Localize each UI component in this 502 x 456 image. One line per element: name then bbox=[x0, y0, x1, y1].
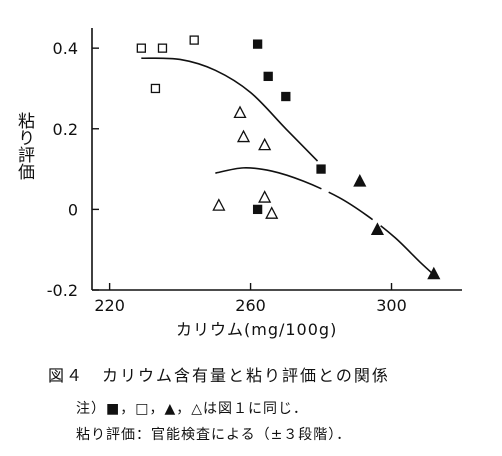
y-tick-label: -0.2 bbox=[47, 281, 78, 300]
note-line-2: 粘り評価：官能検査による（±３段階）． bbox=[76, 427, 352, 443]
open-triangle-point bbox=[236, 129, 251, 143]
open-triangle-point bbox=[258, 137, 272, 151]
open-triangle-point bbox=[233, 105, 247, 119]
filled-square-point bbox=[252, 39, 263, 49]
y-tick-label: 0 bbox=[68, 200, 78, 219]
filled-square-point bbox=[252, 204, 263, 215]
x-tick-label: 220 bbox=[94, 296, 125, 315]
filled-triangle-point bbox=[353, 174, 367, 187]
open-triangle-point bbox=[258, 190, 272, 203]
figure-caption: 図４ カリウム含有量と粘り評価との関係 bbox=[48, 366, 390, 385]
trend-curve-1 bbox=[141, 57, 319, 162]
filled-square-point bbox=[316, 164, 326, 174]
filled-triangle-point bbox=[427, 266, 441, 280]
axes-frame: 0.4 0.2 0 -0.2 220 260 300 bbox=[47, 28, 462, 315]
data-points bbox=[136, 35, 441, 280]
open-square-point bbox=[150, 83, 161, 94]
y-tick-label: 0.2 bbox=[53, 120, 78, 139]
trend-curves bbox=[141, 57, 438, 279]
y-tick-label: 0.4 bbox=[53, 39, 78, 58]
filled-triangle-point bbox=[370, 222, 385, 235]
x-tick-label: 260 bbox=[235, 296, 266, 315]
note-line-1: 注）■，□，▲，△は図１に同じ． bbox=[76, 401, 308, 417]
x-axis-label: カリウム(mg/100g) bbox=[176, 320, 338, 339]
x-tick-label: 300 bbox=[376, 296, 407, 315]
filled-square-point bbox=[281, 91, 291, 102]
open-triangle-point bbox=[212, 198, 226, 211]
open-triangle-point bbox=[265, 206, 279, 219]
filled-square-point bbox=[263, 71, 273, 82]
open-square-point bbox=[157, 43, 168, 53]
trend-curve-2 bbox=[215, 167, 438, 279]
open-square-point bbox=[136, 43, 146, 53]
open-square-point bbox=[189, 35, 199, 45]
y-axis-label: 粘り評価 bbox=[14, 112, 34, 180]
